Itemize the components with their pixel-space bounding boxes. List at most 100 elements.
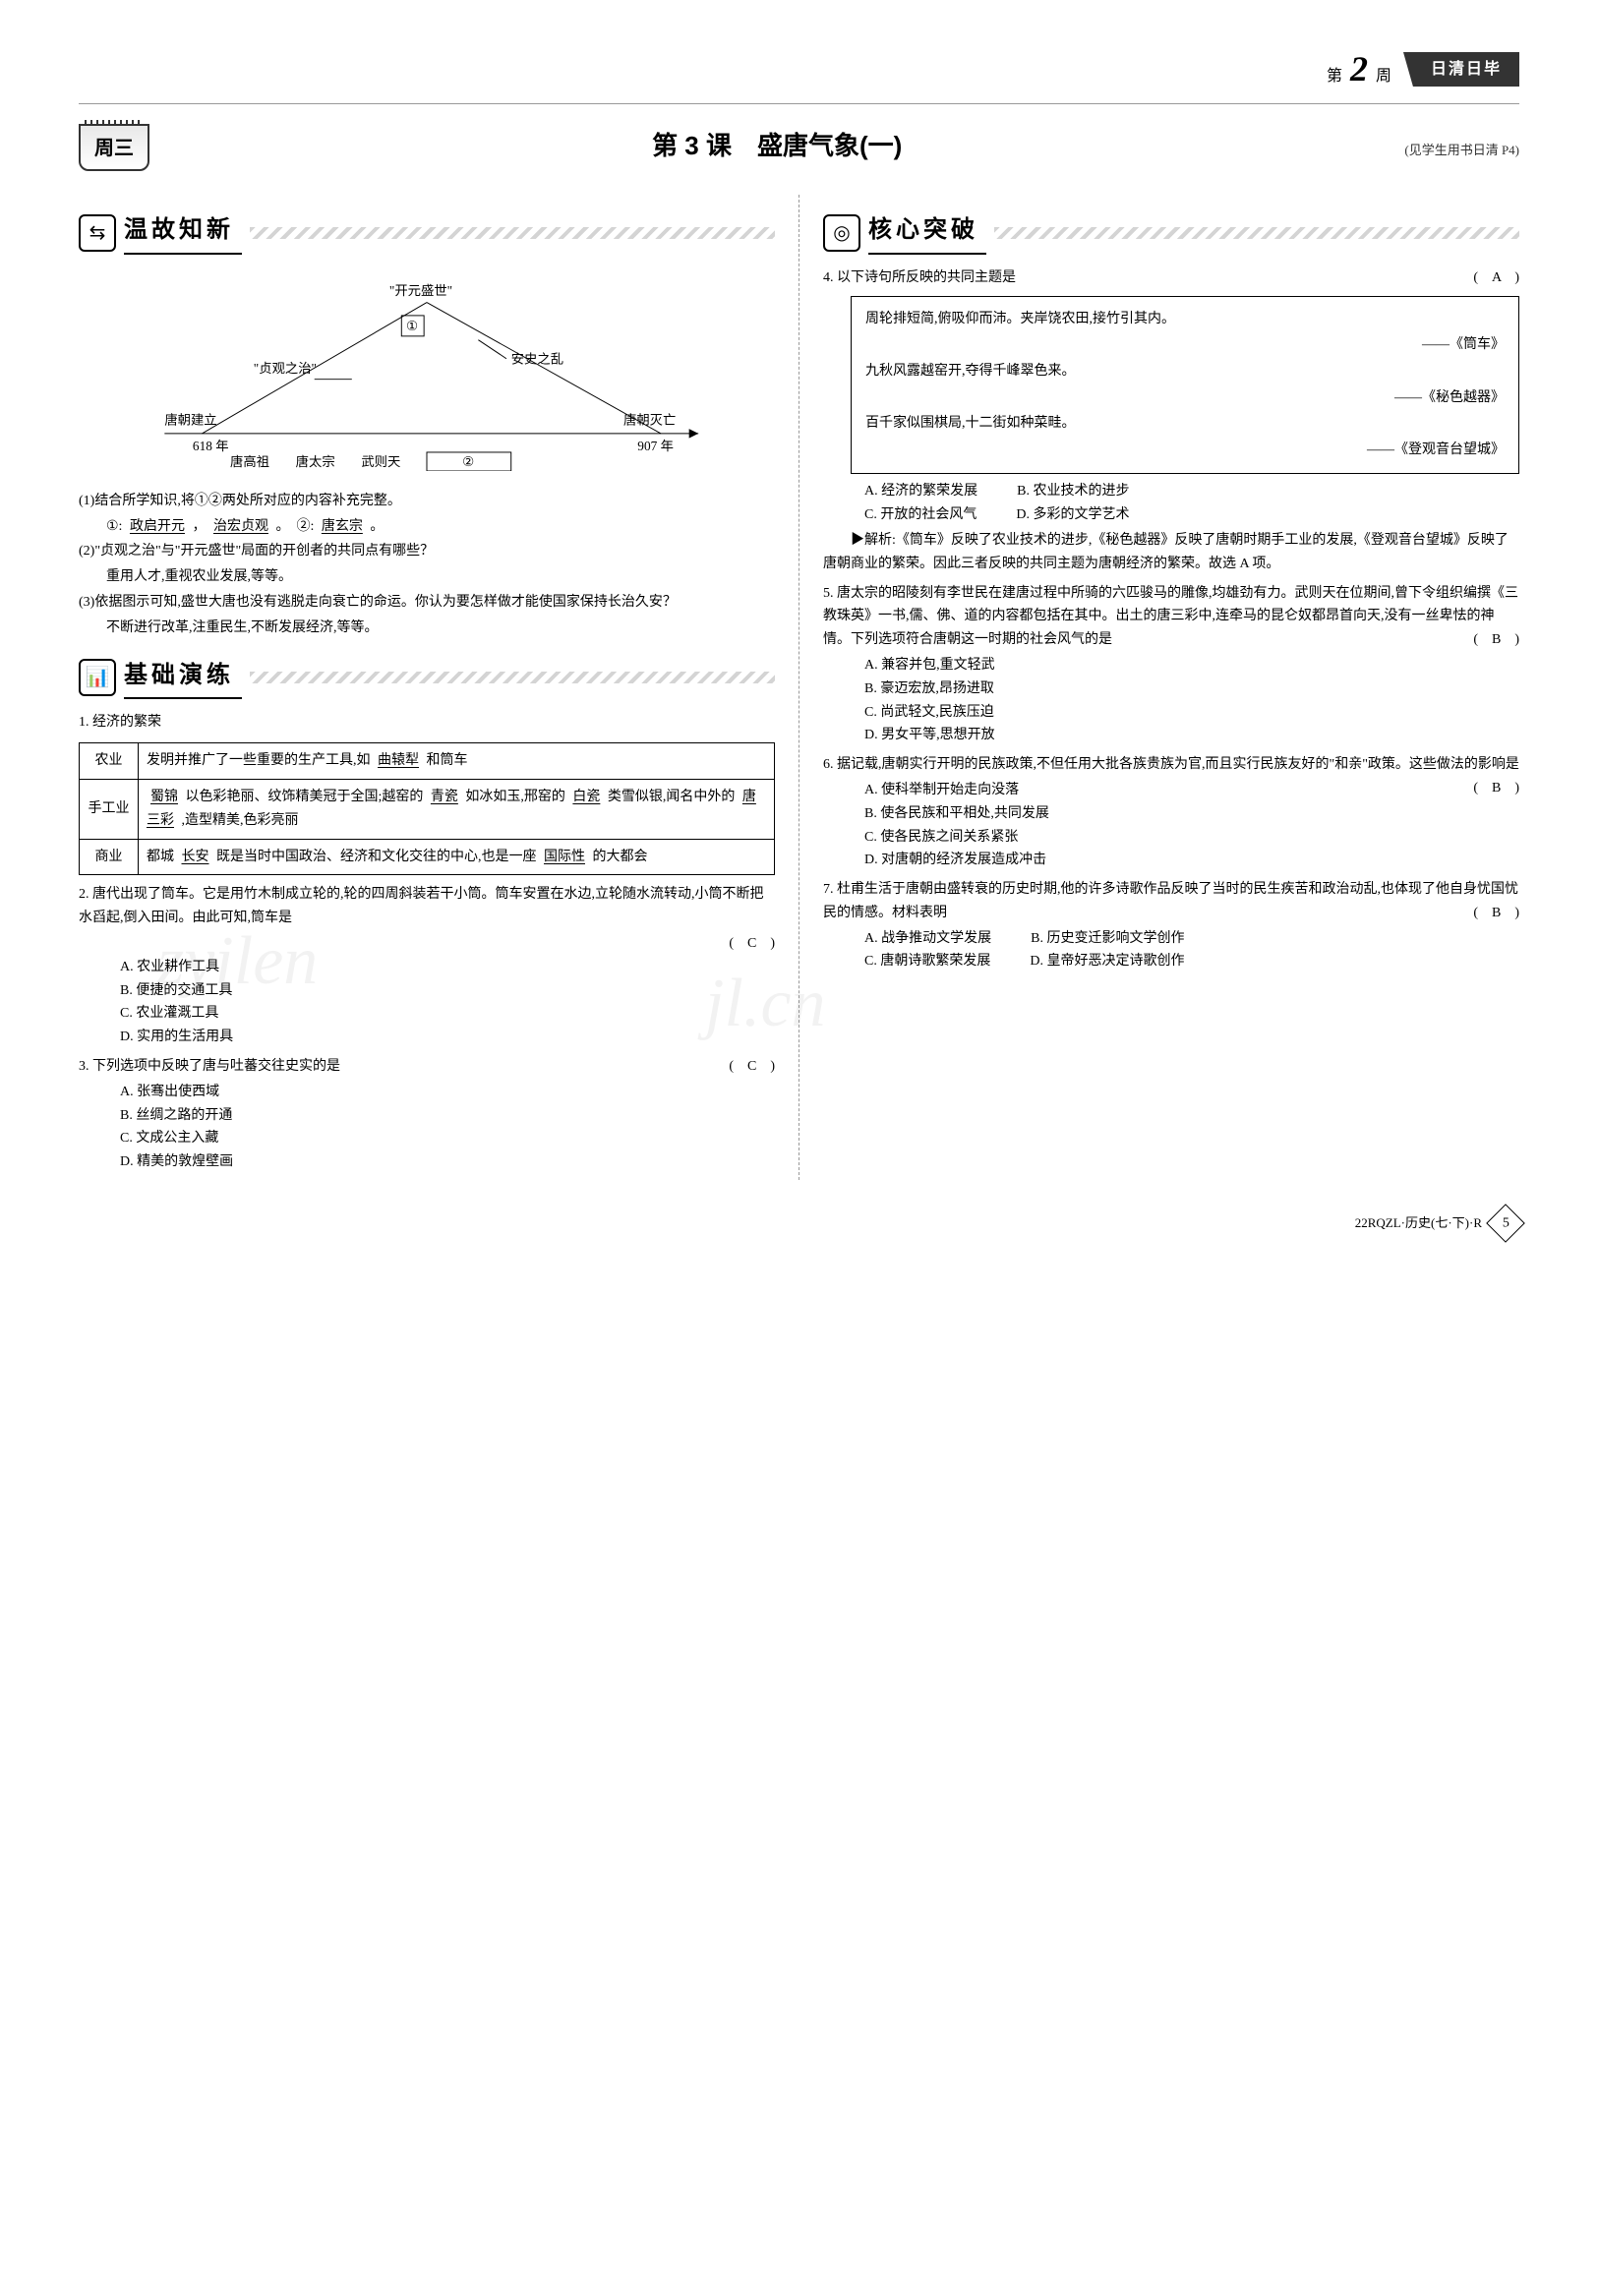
q2-b: B. 便捷的交通工具 [79,979,775,1003]
q6-stem: 6. 据记载,唐朝实行开明的民族政策,不但任用大批各族贵族为官,而且实行民族友好… [823,753,1519,777]
stripes-deco2 [250,672,775,683]
q4: 4. 以下诗句所反映的共同主题是 ( A ) 周轮排短简,俯吸仰而沛。夹岸饶农田… [823,266,1519,576]
q7-opts1: A. 战争推动文学发展 B. 历史变迁影响文学创作 [823,927,1519,951]
q5-stem: 5. 唐太宗的昭陵刻有李世民在建唐过程中所骑的六匹骏马的雕像,均雄劲有力。武则天… [823,582,1519,652]
q7-text: 7. 杜甫生活于唐朝由盛转衰的历史时期,他的许多诗歌作品反映了当时的民生疾苦和政… [823,882,1518,920]
q2-c: C. 农业灌溉工具 [79,1002,775,1026]
d-618: 618 年 [193,439,229,453]
wg1-post: 。 ②: [275,519,314,534]
q3: 3. 下列选项中反映了唐与吐蕃交往史实的是 ( C ) A. 张骞出使西域 B.… [79,1055,775,1174]
section-hexin: ◎ 核心突破 [823,210,1519,255]
target-icon: ◎ [823,214,860,252]
stripes-deco [250,227,775,239]
row-com-cell: 都城 长安 既是当时中国政治、经济和文化交往的中心,也是一座 国际性 的大都会 [139,839,775,875]
ind-a3: 白瓷 [568,790,604,804]
reference-note: (见学生用书日清 P4) [1404,140,1519,161]
q5-c: C. 尚武轻文,民族压迫 [823,701,1519,725]
row-ind-hdr: 手工业 [80,779,139,839]
q7-d: D. 皇帝好恶决定诗歌创作 [1030,950,1184,973]
economy-table: 农业 发明并推广了一些重要的生产工具,如 曲辕犁 和筒车 手工业 蜀锦 以色彩艳… [79,742,775,875]
tang-diagram: 唐朝建立 618 年 "贞观之治" "开元盛世" ① 安史之乱 唐朝灭亡 907… [79,274,775,471]
ag-blank: 曲辕犁 [374,753,423,768]
jc-h1: 1. 经济的繁荣 [79,711,775,735]
page-header: 第 2 周 日清日毕 [79,39,1519,104]
q4-d: D. 多彩的文学艺术 [1016,503,1129,527]
poem-box: 周轮排短简,俯吸仰而沛。夹岸饶农田,接竹引其内。 ——《筒车》 九秋风露越窑开,… [851,296,1519,475]
row-com-hdr: 商业 [80,839,139,875]
q4-analysis: ▶解析:《筒车》反映了农业技术的进步,《秘色越器》反映了唐朝时期手工业的发展,《… [823,529,1519,576]
footer-code: 22RQZL·历史(七·下)·R [1355,1212,1482,1234]
wg-q2-ans: 重用人才,重视农业发展,等等。 [79,565,775,589]
poem3: 百千家似围棋局,十二街如种菜畦。 [865,411,1505,438]
d-b1: 唐高祖 [230,453,269,469]
week-suffix: 周 [1376,68,1391,85]
wg1-bpost: 。 [370,519,384,534]
d-907: 907 年 [637,439,674,453]
d-c2: ② [462,454,474,469]
wg-q1: (1)结合所学知识,将①②两处所对应的内容补充完整。 [79,490,775,513]
ind-t3: 类雪似银,闻名中外的 [608,790,736,804]
q4-a: A. 经济的繁荣发展 [864,480,977,503]
header-banner: 日清日毕 [1403,52,1519,87]
q4-opts2: C. 开放的社会风气 D. 多彩的文学艺术 [823,503,1519,527]
left-column: ⇆ 温故知新 唐朝建立 618 年 "贞观之治" "开元盛世" ① 安史之乱 唐… [79,195,775,1180]
d-tangend: 唐朝灭亡 [623,411,676,427]
wg1-mid: ， [192,519,206,534]
q2-a: A. 农业耕作工具 [79,956,775,979]
q3-d: D. 精美的敦煌壁画 [79,1150,775,1174]
d-zhenguan: "贞观之治" [254,361,317,376]
q6-b: B. 使各民族和平相处,共同发展 [823,802,1519,826]
q5-d: D. 男女平等,思想开放 [823,724,1519,747]
ind-a2: 青瓷 [427,790,462,804]
page-number-diamond: 5 [1486,1204,1525,1243]
q7-c: C. 唐朝诗歌繁荣发展 [864,950,990,973]
poem1: 周轮排短简,俯吸仰而沛。夹岸饶农田,接竹引其内。 [865,307,1505,333]
com-a2: 国际性 [540,850,589,864]
q2: 2. 唐代出现了筒车。它是用竹木制成立轮的,轮的四周斜装若干小筒。筒车安置在水边… [79,883,775,1049]
ind-t4: ,造型精美,色彩亮丽 [182,813,299,828]
q7-stem: 7. 杜甫生活于唐朝由盛转衰的历史时期,他的许多诗歌作品反映了当时的民生疾苦和政… [823,878,1519,925]
q6-text: 6. 据记载,唐朝实行开明的民族政策,不但任用大批各族贵族为官,而且实行民族友好… [823,757,1519,772]
q6: 6. 据记载,唐朝实行开明的民族政策,不但任用大批各族贵族为官,而且实行民族友好… [823,753,1519,872]
q5-ans: ( B ) [1473,628,1519,652]
com-t3: 的大都会 [593,850,648,864]
q3-stem: 3. 下列选项中反映了唐与吐蕃交往史实的是 ( C ) [79,1055,775,1079]
section1-title: 温故知新 [124,210,242,255]
wg1-a1: 政启开元 [126,519,189,534]
section-wengu: ⇆ 温故知新 [79,210,775,255]
d-c1: ① [406,319,418,333]
d-b3: 武则天 [361,454,400,469]
q4-stem: 4. 以下诗句所反映的共同主题是 ( A ) [823,266,1519,290]
q4-ans: ( A ) [1473,266,1519,290]
section-jichu: 📊 基础演练 [79,656,775,700]
q2-ans: ( C ) [729,932,775,956]
q4-text: 4. 以下诗句所反映的共同主题是 [823,270,1016,285]
poem1-src: ——《筒车》 [865,332,1505,359]
q3-ans: ( C ) [729,1055,775,1079]
swap-icon: ⇆ [79,214,116,252]
stripes-deco3 [994,227,1519,239]
com-t1: 都城 [147,850,174,864]
week-prefix: 第 [1327,68,1342,85]
wg-q3-ans: 不断进行改革,注重民生,不断发展经济,等等。 [79,617,775,640]
poem2-src: ——《秘色越器》 [865,385,1505,412]
ind-a1: 蜀锦 [147,790,182,804]
section2-title: 基础演练 [124,656,242,700]
q3-a: A. 张骞出使西域 [79,1081,775,1104]
wg1-b: 唐玄宗 [318,519,367,534]
ag-tb: 和筒车 [427,753,468,768]
q6-d: D. 对唐朝的经济发展造成冲击 [823,849,1519,872]
q5-b: B. 豪迈宏放,昂扬进取 [823,677,1519,701]
q7-a: A. 战争推动文学发展 [864,927,991,951]
day-tag: 周三 [79,124,149,171]
wg1-a2: 治宏贞观 [209,519,272,534]
ag-ta: 发明并推广了一些重要的生产工具,如 [147,753,371,768]
q6-ans: ( B ) [1473,777,1519,800]
q7: 7. 杜甫生活于唐朝由盛转衰的历史时期,他的许多诗歌作品反映了当时的民生疾苦和政… [823,878,1519,973]
poem3-src: ——《登观音台望城》 [865,438,1505,464]
com-t2: 既是当时中国政治、经济和文化交往的中心,也是一座 [216,850,537,864]
q4-analysis-text: ▶解析:《筒车》反映了农业技术的进步,《秘色越器》反映了唐朝时期手工业的发展,《… [823,533,1509,571]
q2-stem: 2. 唐代出现了筒车。它是用竹木制成立轮的,轮的四周斜装若干小筒。筒车安置在水边… [79,883,775,930]
wg-q3: (3)依据图示可知,盛世大唐也没有逃脱走向衰亡的命运。你认为要怎样做才能使国家保… [79,591,775,615]
page-number: 5 [1503,1211,1509,1235]
